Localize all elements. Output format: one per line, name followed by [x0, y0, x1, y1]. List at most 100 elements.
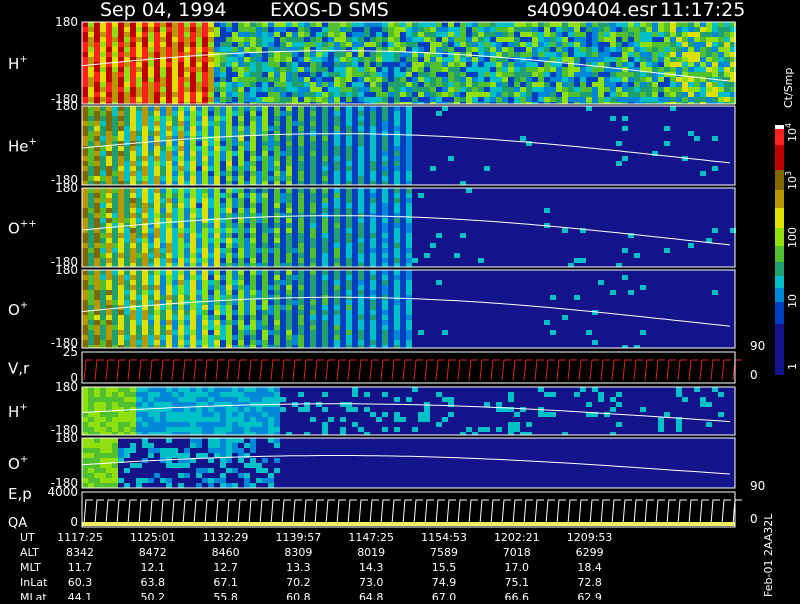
spectrogram-cell: [88, 315, 94, 320]
spectrogram-cell: [238, 161, 244, 166]
spectrogram-cell: [244, 22, 250, 27]
spectrogram-cell: [352, 305, 358, 310]
spectrogram-cell: [94, 263, 100, 267]
spectrogram-cell: [214, 102, 220, 104]
spectrogram-cell: [316, 253, 322, 258]
spectrogram-cell: [316, 136, 322, 141]
spectrogram-cell: [406, 77, 412, 82]
spectrogram-cell: [352, 325, 358, 330]
spectrogram-cell: [652, 52, 658, 57]
spectrogram-cell: [688, 42, 694, 47]
spectrogram-cell: [694, 82, 700, 87]
spectrogram-cell: [322, 82, 328, 87]
spectrogram-cell: [166, 193, 172, 198]
spectrogram-cell: [220, 315, 226, 320]
spectrogram-cell: [202, 397, 208, 402]
spectrogram-cell: [232, 27, 238, 32]
spectrogram-cell: [340, 198, 346, 203]
spectrogram-cell: [676, 87, 682, 92]
spectrogram-cell: [502, 92, 508, 97]
spectrogram-cell: [154, 156, 160, 161]
spectrogram-cell: [262, 325, 268, 330]
spectrogram-cell: [310, 136, 316, 141]
spectrogram-cell: [412, 47, 418, 52]
spectrogram-cell: [340, 37, 346, 42]
spectrogram-cell: [544, 87, 550, 92]
spectrogram-cell: [154, 22, 160, 27]
spectrogram-cell: [604, 57, 610, 62]
spectrogram-cell: [274, 42, 280, 47]
spectrogram-cell: [466, 188, 472, 193]
panel-label-sup: +: [19, 54, 27, 65]
spectrogram-cell: [454, 27, 460, 32]
spectrogram-cell: [700, 47, 706, 52]
spectrogram-cell: [244, 310, 250, 315]
spectrogram-cell: [118, 102, 124, 104]
spectrogram-cell: [220, 330, 226, 335]
spectrogram-cell: [82, 72, 88, 77]
spectrogram-cell: [184, 22, 190, 27]
spectrogram-cell: [136, 22, 142, 27]
spectrogram-cell: [406, 92, 412, 97]
spectrogram-cell: [184, 203, 190, 208]
spectrogram-cell: [124, 87, 130, 92]
spectrogram-cell: [376, 176, 382, 181]
spectrogram-cell: [184, 407, 190, 412]
spectrogram-cell: [160, 161, 166, 166]
spectrogram-cell: [142, 82, 148, 87]
spectrogram-cell: [460, 42, 466, 47]
spectrogram-cell: [88, 412, 94, 417]
spectrogram-cell: [88, 295, 94, 300]
spectrogram-cell: [112, 228, 118, 233]
spectrogram-cell: [304, 280, 310, 285]
spectrogram-cell: [232, 22, 238, 27]
spectrogram-cell: [610, 67, 616, 72]
spectrogram-cell: [646, 87, 652, 92]
spectrogram-cell: [382, 171, 388, 176]
spectrogram-cell: [316, 320, 322, 325]
spectrogram-cell: [358, 203, 364, 208]
spectrogram-cell: [460, 72, 466, 77]
spectrogram-cell: [358, 320, 364, 325]
spectrogram-cell: [100, 275, 106, 280]
spectrogram-cell: [502, 52, 508, 57]
spectrogram-cell: [136, 151, 142, 156]
spectrogram-cell: [136, 295, 142, 300]
spectrogram-cell: [376, 87, 382, 92]
spectrogram-cell: [142, 432, 148, 435]
spectrogram-cell: [220, 253, 226, 258]
spectrogram-cell: [658, 72, 664, 77]
spectrogram-cell: [220, 310, 226, 315]
spectrogram-cell: [352, 263, 358, 267]
spectrogram-cell: [178, 136, 184, 141]
spectrogram-cell: [316, 102, 322, 104]
spectrogram-cell: [172, 228, 178, 233]
spectrogram-cell: [130, 427, 136, 432]
spectrogram-cell: [82, 290, 88, 295]
spectrogram-cell: [178, 141, 184, 146]
spectrogram-cell: [394, 213, 400, 218]
spectrogram-cell: [334, 233, 340, 238]
spectrogram-cell: [82, 228, 88, 233]
spectrogram-cell: [190, 325, 196, 330]
spectrogram-cell: [532, 77, 538, 82]
spectrogram-cell: [676, 92, 682, 97]
spectrogram-cell: [202, 146, 208, 151]
spectrogram-cell: [226, 407, 232, 412]
spectrogram-cell: [130, 258, 136, 263]
spectrogram-cell: [370, 47, 376, 52]
spectrogram-cell: [214, 208, 220, 213]
spectrogram-cell: [88, 325, 94, 330]
spectrogram-cell: [172, 270, 178, 275]
spectrogram-cell: [214, 126, 220, 131]
spectrogram-cell: [262, 253, 268, 258]
spectrogram-cell: [208, 243, 214, 248]
spectrogram-cell: [244, 203, 250, 208]
spectrogram-cell: [364, 320, 370, 325]
spectrogram-cell: [82, 106, 88, 111]
spectrogram-cell: [316, 97, 322, 102]
spectrogram-cell: [112, 146, 118, 151]
spectrogram-cell: [454, 87, 460, 92]
spectrogram-cell: [556, 87, 562, 92]
